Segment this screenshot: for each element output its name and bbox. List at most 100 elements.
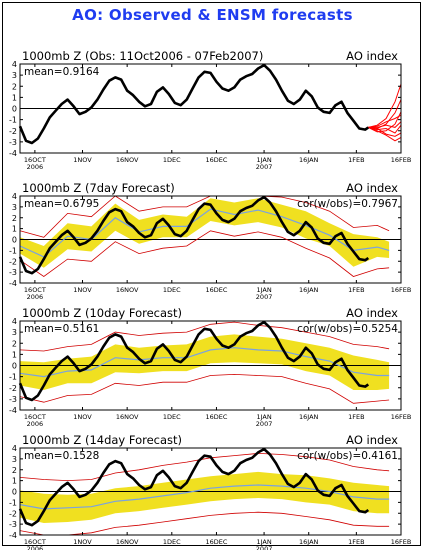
x-tick-label: 16DEC xyxy=(205,538,227,546)
y-tick-label: -3 xyxy=(9,520,17,529)
mean-label: mean=0.1528 xyxy=(24,450,99,462)
panel-index-label: AO index xyxy=(346,306,398,320)
y-tick-label: 4 xyxy=(12,317,17,326)
y-tick-label: -2 xyxy=(9,257,17,266)
panel-index-label: AO index xyxy=(346,181,398,195)
x-tick-label: 1FEB xyxy=(348,538,364,546)
panel-index-label: AO index xyxy=(346,433,398,447)
y-tick-label: 3 xyxy=(12,328,17,337)
x-tick-label: 2007 xyxy=(256,545,273,550)
ensemble-spread-band xyxy=(20,471,390,523)
y-tick-label: 0 xyxy=(12,105,17,114)
observed-ao-line xyxy=(18,320,370,402)
panel-index-label: AO index xyxy=(346,49,398,63)
y-tick-label: 3 xyxy=(12,71,17,80)
x-tick-label: 16OCT xyxy=(24,538,46,546)
ensemble-spread-band xyxy=(20,198,390,268)
x-tick-label: 2006 xyxy=(27,163,44,171)
y-tick-label: 4 xyxy=(12,60,17,69)
y-tick-label: 0 xyxy=(12,362,17,371)
ensemble-extreme-line xyxy=(19,230,390,277)
x-tick-label: 2006 xyxy=(27,545,44,550)
forecast-member-line xyxy=(368,83,402,128)
main-title: AO: Observed & ENSM forecasts xyxy=(72,6,353,24)
forecast-member-line xyxy=(368,114,402,128)
x-tick-label: 1NOV xyxy=(73,413,92,421)
x-tick-label: 2006 xyxy=(27,293,44,301)
y-tick-label: 0 xyxy=(12,236,17,245)
observed-ao-line xyxy=(18,195,370,275)
panel-title: 1000mb Z (14day Forecast) xyxy=(22,433,182,447)
x-tick-label: 2007 xyxy=(256,163,273,171)
mean-label: mean=0.9164 xyxy=(24,66,100,78)
x-tick-label: 16OCT xyxy=(24,413,46,421)
y-tick-label: -4 xyxy=(9,279,17,288)
y-tick-label: 0 xyxy=(12,488,17,497)
x-tick-label: 16FEB xyxy=(391,286,412,294)
x-tick-label: 16FEB xyxy=(391,413,412,421)
x-tick-label: 16NOV xyxy=(116,286,139,294)
x-tick-label: 1FEB xyxy=(348,156,364,164)
y-tick-label: 2 xyxy=(12,466,17,475)
x-tick-label: 16DEC xyxy=(205,413,227,421)
x-tick-label: 2006 xyxy=(27,420,44,428)
x-tick-label: 1NOV xyxy=(73,156,92,164)
mean-label: mean=0.5161 xyxy=(24,323,99,335)
ensemble-spread-band xyxy=(20,334,390,390)
x-tick-label: 16NOV xyxy=(116,538,139,546)
y-tick-label: -1 xyxy=(9,246,17,255)
panel-7day-forecast: 1000mb Z (7day Forecast) AO index 4 3 2 1 0-1 -… xyxy=(9,181,411,301)
figure-frame xyxy=(2,2,421,546)
y-tick-label: 4 xyxy=(12,192,17,201)
panel-10day-forecast: 1000mb Z (10day Forecast) AO index 4 3 2 1 0 -1… xyxy=(9,306,411,428)
ensemble-mean-line xyxy=(19,208,390,258)
y-tick-label: -2 xyxy=(9,127,17,136)
y-tick-label: 1 xyxy=(12,477,17,486)
correlation-label: cor(w/obs)=0.5254 xyxy=(297,323,398,335)
y-tick-label: 2 xyxy=(12,214,17,223)
x-tick-label: 16OCT xyxy=(24,156,46,164)
x-tick-label: 1NOV xyxy=(73,286,92,294)
x-tick-label: 1DEC xyxy=(163,156,181,164)
observed-ao-line xyxy=(18,447,370,527)
y-tick-label: -4 xyxy=(9,531,17,540)
correlation-label: cor(w/obs)=0.7967 xyxy=(297,198,398,210)
y-tick-label: -1 xyxy=(9,373,17,382)
y-tick-label: -4 xyxy=(9,149,17,158)
forecast-member-line xyxy=(368,111,402,133)
y-tick-label: 3 xyxy=(12,455,17,464)
observed-ao-line xyxy=(18,63,370,145)
x-tick-label: 16JAN xyxy=(299,538,319,546)
x-tick-label: 1DEC xyxy=(163,538,181,546)
y-tick-label: -4 xyxy=(9,406,17,415)
y-tick-label: 1 xyxy=(12,225,17,234)
panel-observed: 1000mb Z (Obs: 11Oct2006 - 07Feb2007) AO … xyxy=(9,49,411,171)
forecast-member-line xyxy=(368,121,402,128)
forecast-member-line xyxy=(368,126,402,142)
x-tick-label: 1JAN xyxy=(256,156,271,164)
y-tick-label: -2 xyxy=(9,509,17,518)
x-tick-label: 16FEB xyxy=(391,156,412,164)
panel-14day-forecast: 1000mb Z (14day Forecast) AO index 4 3 2 1 0-1… xyxy=(9,433,411,550)
x-tick-label: 1FEB xyxy=(348,413,364,421)
ensemble-extreme-line xyxy=(19,511,390,536)
x-tick-label: 16NOV xyxy=(116,156,139,164)
y-tick-label: -1 xyxy=(9,116,17,125)
ensemble-extreme-line xyxy=(19,373,390,404)
y-tick-label: -3 xyxy=(9,395,17,404)
x-tick-label: 16JAN xyxy=(299,286,319,294)
ensemble-extreme-line xyxy=(19,321,390,352)
x-tick-label: 16OCT xyxy=(24,286,46,294)
x-tick-label: 1JAN xyxy=(256,286,271,294)
y-tick-label: 1 xyxy=(12,350,17,359)
panel-title: 1000mb Z (10day Forecast) xyxy=(22,306,182,320)
x-tick-label: 16NOV xyxy=(116,413,139,421)
y-tick-label: 2 xyxy=(12,339,17,348)
y-tick-label: 4 xyxy=(12,444,17,453)
y-tick-label: 3 xyxy=(12,203,17,212)
y-tick-label: -2 xyxy=(9,384,17,393)
x-tick-label: 2007 xyxy=(256,420,273,428)
forecast-member-line xyxy=(368,126,402,137)
x-tick-label: 2007 xyxy=(256,293,273,301)
